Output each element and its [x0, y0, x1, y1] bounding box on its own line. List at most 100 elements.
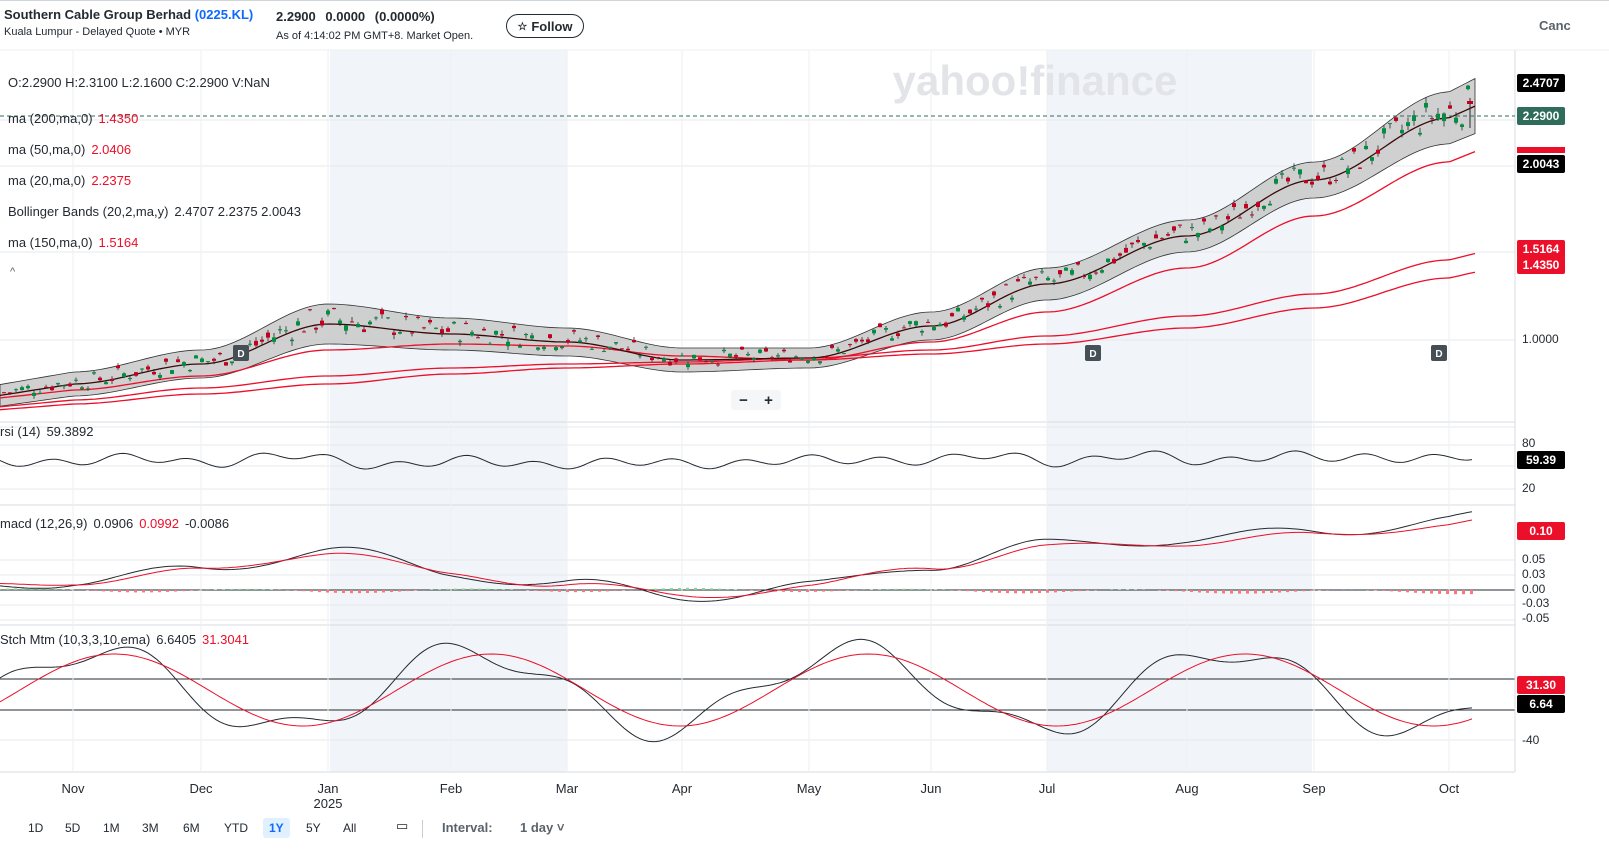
macd-histogram-bar	[102, 590, 105, 592]
badge-stoch-k-bg	[1517, 695, 1565, 713]
macd-histogram-bar	[558, 590, 561, 592]
candle-body	[302, 331, 306, 333]
macd-value-3: -0.0086	[184, 516, 230, 531]
candle-body	[308, 309, 312, 311]
candle-body	[56, 383, 60, 385]
candle-body	[1460, 124, 1464, 127]
candle-body	[896, 333, 900, 337]
interval-select[interactable]: 1 day ˅	[520, 820, 564, 835]
candle-body	[1064, 267, 1068, 271]
candle-body	[548, 334, 552, 339]
candle-body	[638, 355, 642, 357]
collapse-legend-icon[interactable]: ^	[10, 266, 16, 278]
candle-body	[1118, 253, 1122, 256]
ma20-legend-label: ma (20,ma,0)	[8, 173, 86, 188]
macd-histogram-bar	[622, 590, 625, 591]
range-button-ytd[interactable]: YTD	[224, 821, 248, 835]
macd-histogram-bar	[974, 590, 977, 592]
candle-body	[962, 316, 966, 320]
range-button-1d[interactable]: 1D	[28, 821, 44, 835]
follow-button[interactable]: ☆ Follow	[506, 14, 584, 38]
range-button-5y[interactable]: 5Y	[306, 821, 321, 835]
candle-body	[878, 323, 882, 328]
macd-histogram-bar	[14, 588, 17, 590]
x-year-label: 2025	[314, 796, 343, 811]
macd-histogram-bar	[374, 590, 377, 593]
macd-histogram-bar	[302, 590, 305, 592]
candle-body	[536, 347, 540, 350]
candle-body	[134, 372, 138, 376]
range-button-1m[interactable]: 1M	[103, 821, 120, 835]
cancel-button[interactable]: Canc	[1539, 18, 1571, 33]
calendar-icon[interactable]: ▭	[396, 818, 409, 833]
zoom-out-button[interactable]: −	[739, 391, 748, 409]
candle-body	[1400, 129, 1404, 134]
candle-body	[830, 345, 834, 348]
range-toolbar: 1D 5D 1M 3M 6M YTD 1Y 5Y All ▭ Interval: 1 day ˅	[0, 810, 1609, 842]
x-tick-dec: Dec	[189, 781, 213, 796]
candle-body	[632, 339, 636, 343]
range-button-6m[interactable]: 6M	[183, 821, 200, 835]
candle-body	[1004, 284, 1008, 286]
rsi-label-value: 59.3892	[46, 424, 94, 439]
candle-body	[122, 373, 126, 377]
candle-body	[356, 324, 360, 328]
macd-histogram-bar	[1174, 590, 1177, 592]
macd-histogram-bar	[230, 588, 233, 590]
ma20-legend: ma (20,ma,0) 2.2375	[8, 173, 131, 188]
candle-body	[944, 322, 948, 327]
bollinger-legend-value: 2.4707 2.2375 2.0043	[174, 204, 301, 219]
candle-body	[860, 339, 864, 342]
candle-body	[1130, 242, 1134, 245]
ma50-legend-value: 2.0406	[91, 142, 132, 157]
range-button-3m[interactable]: 3M	[142, 821, 159, 835]
macd-histogram-bar	[334, 590, 337, 593]
macd-histogram-bar	[150, 590, 153, 593]
stoch-label-text: Stch Mtm (10,3,3,10,ema)	[0, 632, 151, 647]
macd-axis-tick-2: 0.00	[1522, 582, 1546, 596]
candle-body	[272, 337, 276, 342]
x-tick-jun: Jun	[921, 781, 942, 796]
candle-body	[938, 324, 942, 327]
macd-histogram-bar	[1462, 590, 1465, 595]
macd-histogram-bar	[878, 589, 881, 590]
company-title: Southern Cable Group Berhad	[4, 7, 192, 22]
candle-body	[776, 355, 780, 357]
candle-body	[26, 385, 30, 389]
candle-body	[1436, 113, 1440, 120]
macd-histogram-bar	[886, 588, 889, 590]
macd-histogram-bar	[1022, 590, 1025, 594]
candle-body	[836, 349, 840, 352]
range-button-1y[interactable]: 1Y	[263, 818, 290, 838]
candle-body	[1220, 225, 1224, 231]
dividend-marker-2	[1431, 345, 1447, 361]
candle-body	[578, 340, 582, 343]
candle-body	[1370, 157, 1374, 161]
candle-body	[110, 378, 114, 381]
candle-body	[1088, 274, 1092, 280]
rsi-label: rsi (14) 59.3892	[0, 424, 93, 439]
macd-histogram-bar	[566, 590, 569, 593]
zoom-in-button[interactable]: +	[764, 391, 773, 409]
candle-body	[434, 327, 438, 329]
badge-rsi: 59.39	[1526, 453, 1556, 467]
candle-body	[386, 317, 390, 319]
range-button-5d[interactable]: 5D	[65, 821, 81, 835]
candle-body	[1190, 227, 1194, 229]
macd-histogram-bar	[142, 590, 145, 593]
badge-macd-bg	[1517, 522, 1565, 540]
candle-body	[734, 355, 738, 357]
candle-body	[8, 392, 12, 394]
ma150-line	[0, 252, 1476, 408]
rsi-label-text: rsi (14)	[0, 424, 41, 439]
candle-body	[1310, 181, 1314, 185]
range-button-all[interactable]: All	[343, 821, 357, 835]
macd-histogram-bar	[454, 588, 457, 590]
candle-body	[926, 321, 930, 323]
bollinger-band	[0, 77, 1476, 407]
macd-histogram-bar	[1046, 590, 1049, 593]
candle-body	[914, 321, 918, 326]
candle-body	[116, 365, 120, 369]
candle-body	[608, 346, 612, 349]
